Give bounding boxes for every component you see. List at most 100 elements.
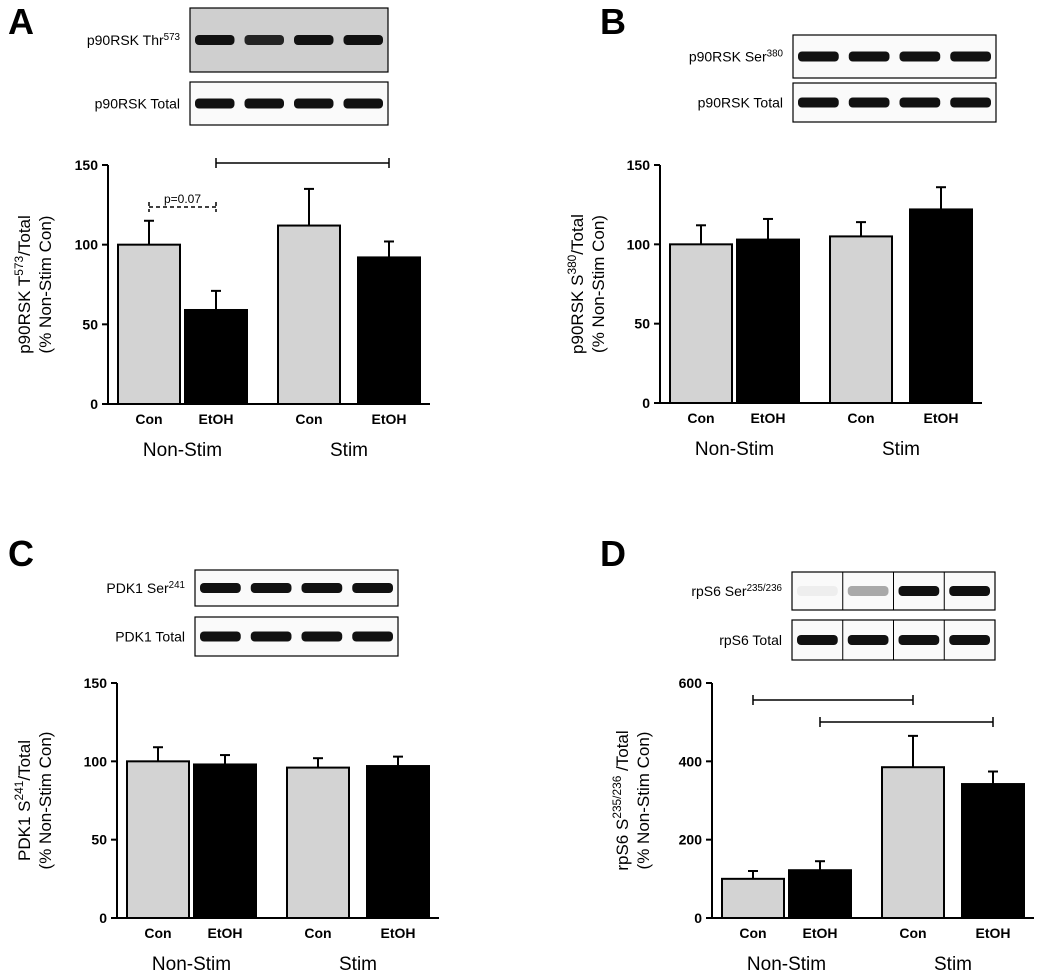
blot-band xyxy=(250,583,292,593)
bar xyxy=(736,238,800,404)
bar xyxy=(277,224,341,405)
group-label: Non-Stim xyxy=(695,439,774,460)
y-tick-label: 100 xyxy=(75,237,99,253)
blot-label: p90RSK Total xyxy=(95,96,180,112)
superscript: 235/236 xyxy=(610,775,624,818)
x-tick-label: EtOH xyxy=(381,925,416,941)
blot-band xyxy=(200,631,241,642)
bar xyxy=(829,235,893,404)
panel-letter: A xyxy=(8,1,34,42)
significance-bracket xyxy=(215,158,390,168)
text-part: rpS6 S xyxy=(613,819,632,871)
blot-band xyxy=(200,583,241,593)
bar xyxy=(909,208,973,404)
text-part: /Total xyxy=(15,740,34,781)
blot-band xyxy=(847,586,889,596)
significance-bracket xyxy=(752,695,914,705)
blot-label: rpS6 Total xyxy=(719,632,782,648)
blot-band xyxy=(343,35,383,45)
blot-label: PDK1 Ser241 xyxy=(106,580,185,597)
y-tick-label: 0 xyxy=(642,395,650,411)
y-tick-label: 100 xyxy=(84,753,108,769)
blot-band xyxy=(797,635,838,645)
y-axis-label: (% Non-Stim Con) xyxy=(634,732,653,870)
y-axis-label: PDK1 S241/Total xyxy=(12,740,34,861)
blot-band xyxy=(301,631,343,642)
text-part: PDK1 Total xyxy=(115,629,185,645)
x-tick-label: Con xyxy=(687,410,714,426)
superscript: 380 xyxy=(767,48,784,59)
x-tick-label: Con xyxy=(144,925,171,941)
x-tick-label: Con xyxy=(295,411,322,427)
x-tick-label: Con xyxy=(847,410,874,426)
blot-band xyxy=(301,583,343,593)
bar xyxy=(721,877,785,919)
bar xyxy=(193,763,257,920)
text-part: p90RSK T xyxy=(15,276,34,354)
y-tick-label: 50 xyxy=(634,316,650,332)
x-tick-label: EtOH xyxy=(751,410,786,426)
y-axis-label: p90RSK T573/Total xyxy=(12,215,34,354)
group-label: Non-Stim xyxy=(143,440,222,461)
x-tick-label: Con xyxy=(135,411,162,427)
y-axis-label: p90RSK S380/Total xyxy=(565,214,587,354)
x-tick-label: Con xyxy=(739,925,766,941)
blot-band xyxy=(294,98,334,109)
bar xyxy=(881,766,945,919)
bar xyxy=(117,243,181,405)
text-part: p90RSK Ser xyxy=(689,49,767,65)
text-part: /Total xyxy=(15,215,34,256)
text-part: p90RSK S xyxy=(568,275,587,354)
y-axis-label: (% Non-Stim Con) xyxy=(36,216,55,354)
blot-band xyxy=(250,631,292,642)
y-tick-label: 0 xyxy=(99,910,107,926)
bar xyxy=(126,760,190,919)
bar xyxy=(357,256,421,405)
text-part: rpS6 Total xyxy=(719,632,782,648)
panel-letter: B xyxy=(600,1,626,42)
group-label: Stim xyxy=(339,954,377,975)
blot-band xyxy=(847,635,889,645)
y-axis-label: (% Non-Stim Con) xyxy=(589,215,608,353)
blot-label: p90RSK Ser380 xyxy=(689,48,784,65)
blot-band xyxy=(798,51,839,62)
x-tick-label: Con xyxy=(304,925,331,941)
bar xyxy=(788,869,852,920)
x-tick-label: EtOH xyxy=(924,410,959,426)
text-part: PDK1 Ser xyxy=(106,580,169,596)
superscript: 241 xyxy=(12,780,26,800)
blot-band xyxy=(352,631,393,642)
y-tick-label: 50 xyxy=(91,832,107,848)
text-part: rpS6 Ser xyxy=(691,583,747,599)
blot-band xyxy=(949,586,990,596)
blot-band xyxy=(244,98,284,109)
superscript: 573 xyxy=(164,32,181,43)
text-part: p90RSK Total xyxy=(698,95,783,111)
group-label: Stim xyxy=(882,439,920,460)
group-label: Stim xyxy=(934,954,972,975)
y-tick-label: 150 xyxy=(75,157,99,173)
y-tick-label: 400 xyxy=(679,753,703,769)
superscript: 241 xyxy=(169,580,185,591)
y-tick-label: 600 xyxy=(679,675,703,691)
bar xyxy=(366,765,430,919)
blot-label: rpS6 Ser235/236 xyxy=(691,583,782,600)
blot-band xyxy=(352,583,393,593)
x-tick-label: EtOH xyxy=(199,411,234,427)
text-part: p90RSK Thr xyxy=(87,32,164,48)
superscript: 573 xyxy=(12,255,26,275)
group-label: Non-Stim xyxy=(152,954,231,975)
y-tick-label: 0 xyxy=(694,910,702,926)
blot-label: p90RSK Thr573 xyxy=(87,32,181,49)
blot-band xyxy=(949,635,990,645)
blot-label: PDK1 Total xyxy=(115,629,185,645)
blot-band xyxy=(899,97,941,108)
blot-band xyxy=(195,98,235,109)
y-tick-label: 150 xyxy=(84,675,108,691)
blot-band xyxy=(797,586,838,596)
y-tick-label: 100 xyxy=(627,236,651,252)
blot-band xyxy=(343,98,383,109)
bar xyxy=(286,766,350,919)
y-tick-label: 150 xyxy=(627,157,651,173)
blot-band xyxy=(848,97,890,108)
